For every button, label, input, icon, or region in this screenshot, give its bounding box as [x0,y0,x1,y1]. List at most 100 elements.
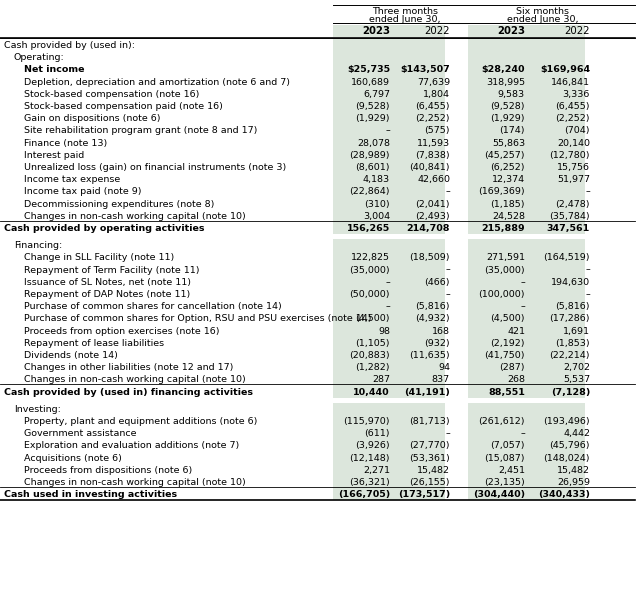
Text: 3,336: 3,336 [563,90,590,99]
Text: 287: 287 [372,375,390,384]
Text: $169,964: $169,964 [540,65,590,74]
Bar [468,88,585,100]
Text: (6,455): (6,455) [556,102,590,111]
Text: Six months: Six months [516,8,569,17]
Text: Gain on dispositions (note 6): Gain on dispositions (note 6) [24,114,161,123]
Text: (164,519): (164,519) [543,253,590,262]
Text: Depletion, depreciation and amortization (note 6 and 7): Depletion, depreciation and amortization… [24,77,290,86]
Text: Stock-based compensation (note 16): Stock-based compensation (note 16) [24,90,200,99]
Text: (35,784): (35,784) [549,212,590,221]
Text: (20,883): (20,883) [349,351,390,360]
Text: 51,977: 51,977 [557,175,590,184]
Text: 837: 837 [432,375,450,384]
Text: Government assistance: Government assistance [24,429,136,438]
Text: $25,735: $25,735 [347,65,390,74]
Text: Cash provided by (used in):: Cash provided by (used in): [4,41,135,50]
Bar [333,476,445,488]
Text: (4,500): (4,500) [355,314,390,323]
Text: (8,601): (8,601) [355,163,390,172]
Bar [468,427,585,440]
Text: 15,756: 15,756 [557,163,590,172]
Text: Repayment of lease liabilities: Repayment of lease liabilities [24,339,164,347]
Bar [468,440,585,452]
Text: Stock-based compensation paid (note 16): Stock-based compensation paid (note 16) [24,102,223,111]
Bar [468,452,585,464]
Bar [333,288,445,300]
Bar [333,161,445,173]
Text: $28,240: $28,240 [481,65,525,74]
Text: Changes in non-cash working capital (note 10): Changes in non-cash working capital (not… [24,375,246,384]
Text: 1,691: 1,691 [563,327,590,336]
Bar [333,300,445,312]
Text: Exploration and evaluation additions (note 7): Exploration and evaluation additions (no… [24,441,239,450]
Text: Cash provided by operating activities: Cash provided by operating activities [4,224,205,233]
Bar [333,186,445,198]
Bar [333,239,445,252]
Bar [333,25,445,37]
Text: 20,140: 20,140 [557,139,590,148]
Bar [468,403,585,415]
Bar [333,51,445,64]
Text: –: – [385,302,390,311]
Text: –: – [445,429,450,438]
Text: (5,816): (5,816) [556,302,590,311]
Text: (15,087): (15,087) [484,453,525,462]
Text: (1,282): (1,282) [355,363,390,372]
Text: Property, plant and equipment additions (note 6): Property, plant and equipment additions … [24,417,257,426]
Text: –: – [445,187,450,196]
Bar [333,415,445,427]
Text: (35,000): (35,000) [484,265,525,274]
Text: –: – [445,290,450,299]
Text: (28,989): (28,989) [349,151,390,159]
Text: (12,780): (12,780) [550,151,590,159]
Text: Net income: Net income [24,65,84,74]
Bar [333,374,445,386]
Bar [468,51,585,64]
Text: –: – [445,265,450,274]
Text: 9,583: 9,583 [498,90,525,99]
Bar [468,222,585,234]
Bar [333,403,445,415]
Bar [468,386,585,398]
Text: (310): (310) [364,199,390,208]
Bar [333,112,445,124]
Text: Operating:: Operating: [14,53,65,62]
Text: 15,482: 15,482 [557,466,590,475]
Text: (45,796): (45,796) [550,441,590,450]
Text: 24,528: 24,528 [492,212,525,221]
Text: (50,000): (50,000) [349,290,390,299]
Text: (7,057): (7,057) [490,441,525,450]
Text: Three months: Three months [372,8,438,17]
Bar [333,173,445,186]
Text: Cash provided by (used in) financing activities: Cash provided by (used in) financing act… [4,387,253,396]
Bar [333,427,445,440]
Text: (36,321): (36,321) [349,478,390,487]
Bar [333,361,445,374]
Text: 15,482: 15,482 [417,466,450,475]
Text: Interest paid: Interest paid [24,151,84,159]
Text: 2023: 2023 [362,27,390,36]
Text: Change in SLL Facility (note 11): Change in SLL Facility (note 11) [24,253,174,262]
Text: 2023: 2023 [497,27,525,36]
Text: 2022: 2022 [564,27,590,36]
Text: (53,361): (53,361) [409,453,450,462]
Text: 98: 98 [378,327,390,336]
Text: (18,509): (18,509) [410,253,450,262]
Text: (1,105): (1,105) [355,339,390,347]
Text: Financing:: Financing: [14,241,62,250]
Text: (17,286): (17,286) [550,314,590,323]
Bar [333,100,445,112]
Text: (81,713): (81,713) [410,417,450,426]
Bar [333,210,445,222]
Text: 168: 168 [432,327,450,336]
Bar [468,288,585,300]
Text: 77,639: 77,639 [417,77,450,86]
Text: –: – [585,290,590,299]
Text: –: – [585,187,590,196]
Text: (2,192): (2,192) [490,339,525,347]
Text: –: – [520,278,525,287]
Text: (26,155): (26,155) [410,478,450,487]
Text: Repayment of Term Facility (note 11): Repayment of Term Facility (note 11) [24,265,200,274]
Bar [468,64,585,76]
Text: 160,689: 160,689 [351,77,390,86]
